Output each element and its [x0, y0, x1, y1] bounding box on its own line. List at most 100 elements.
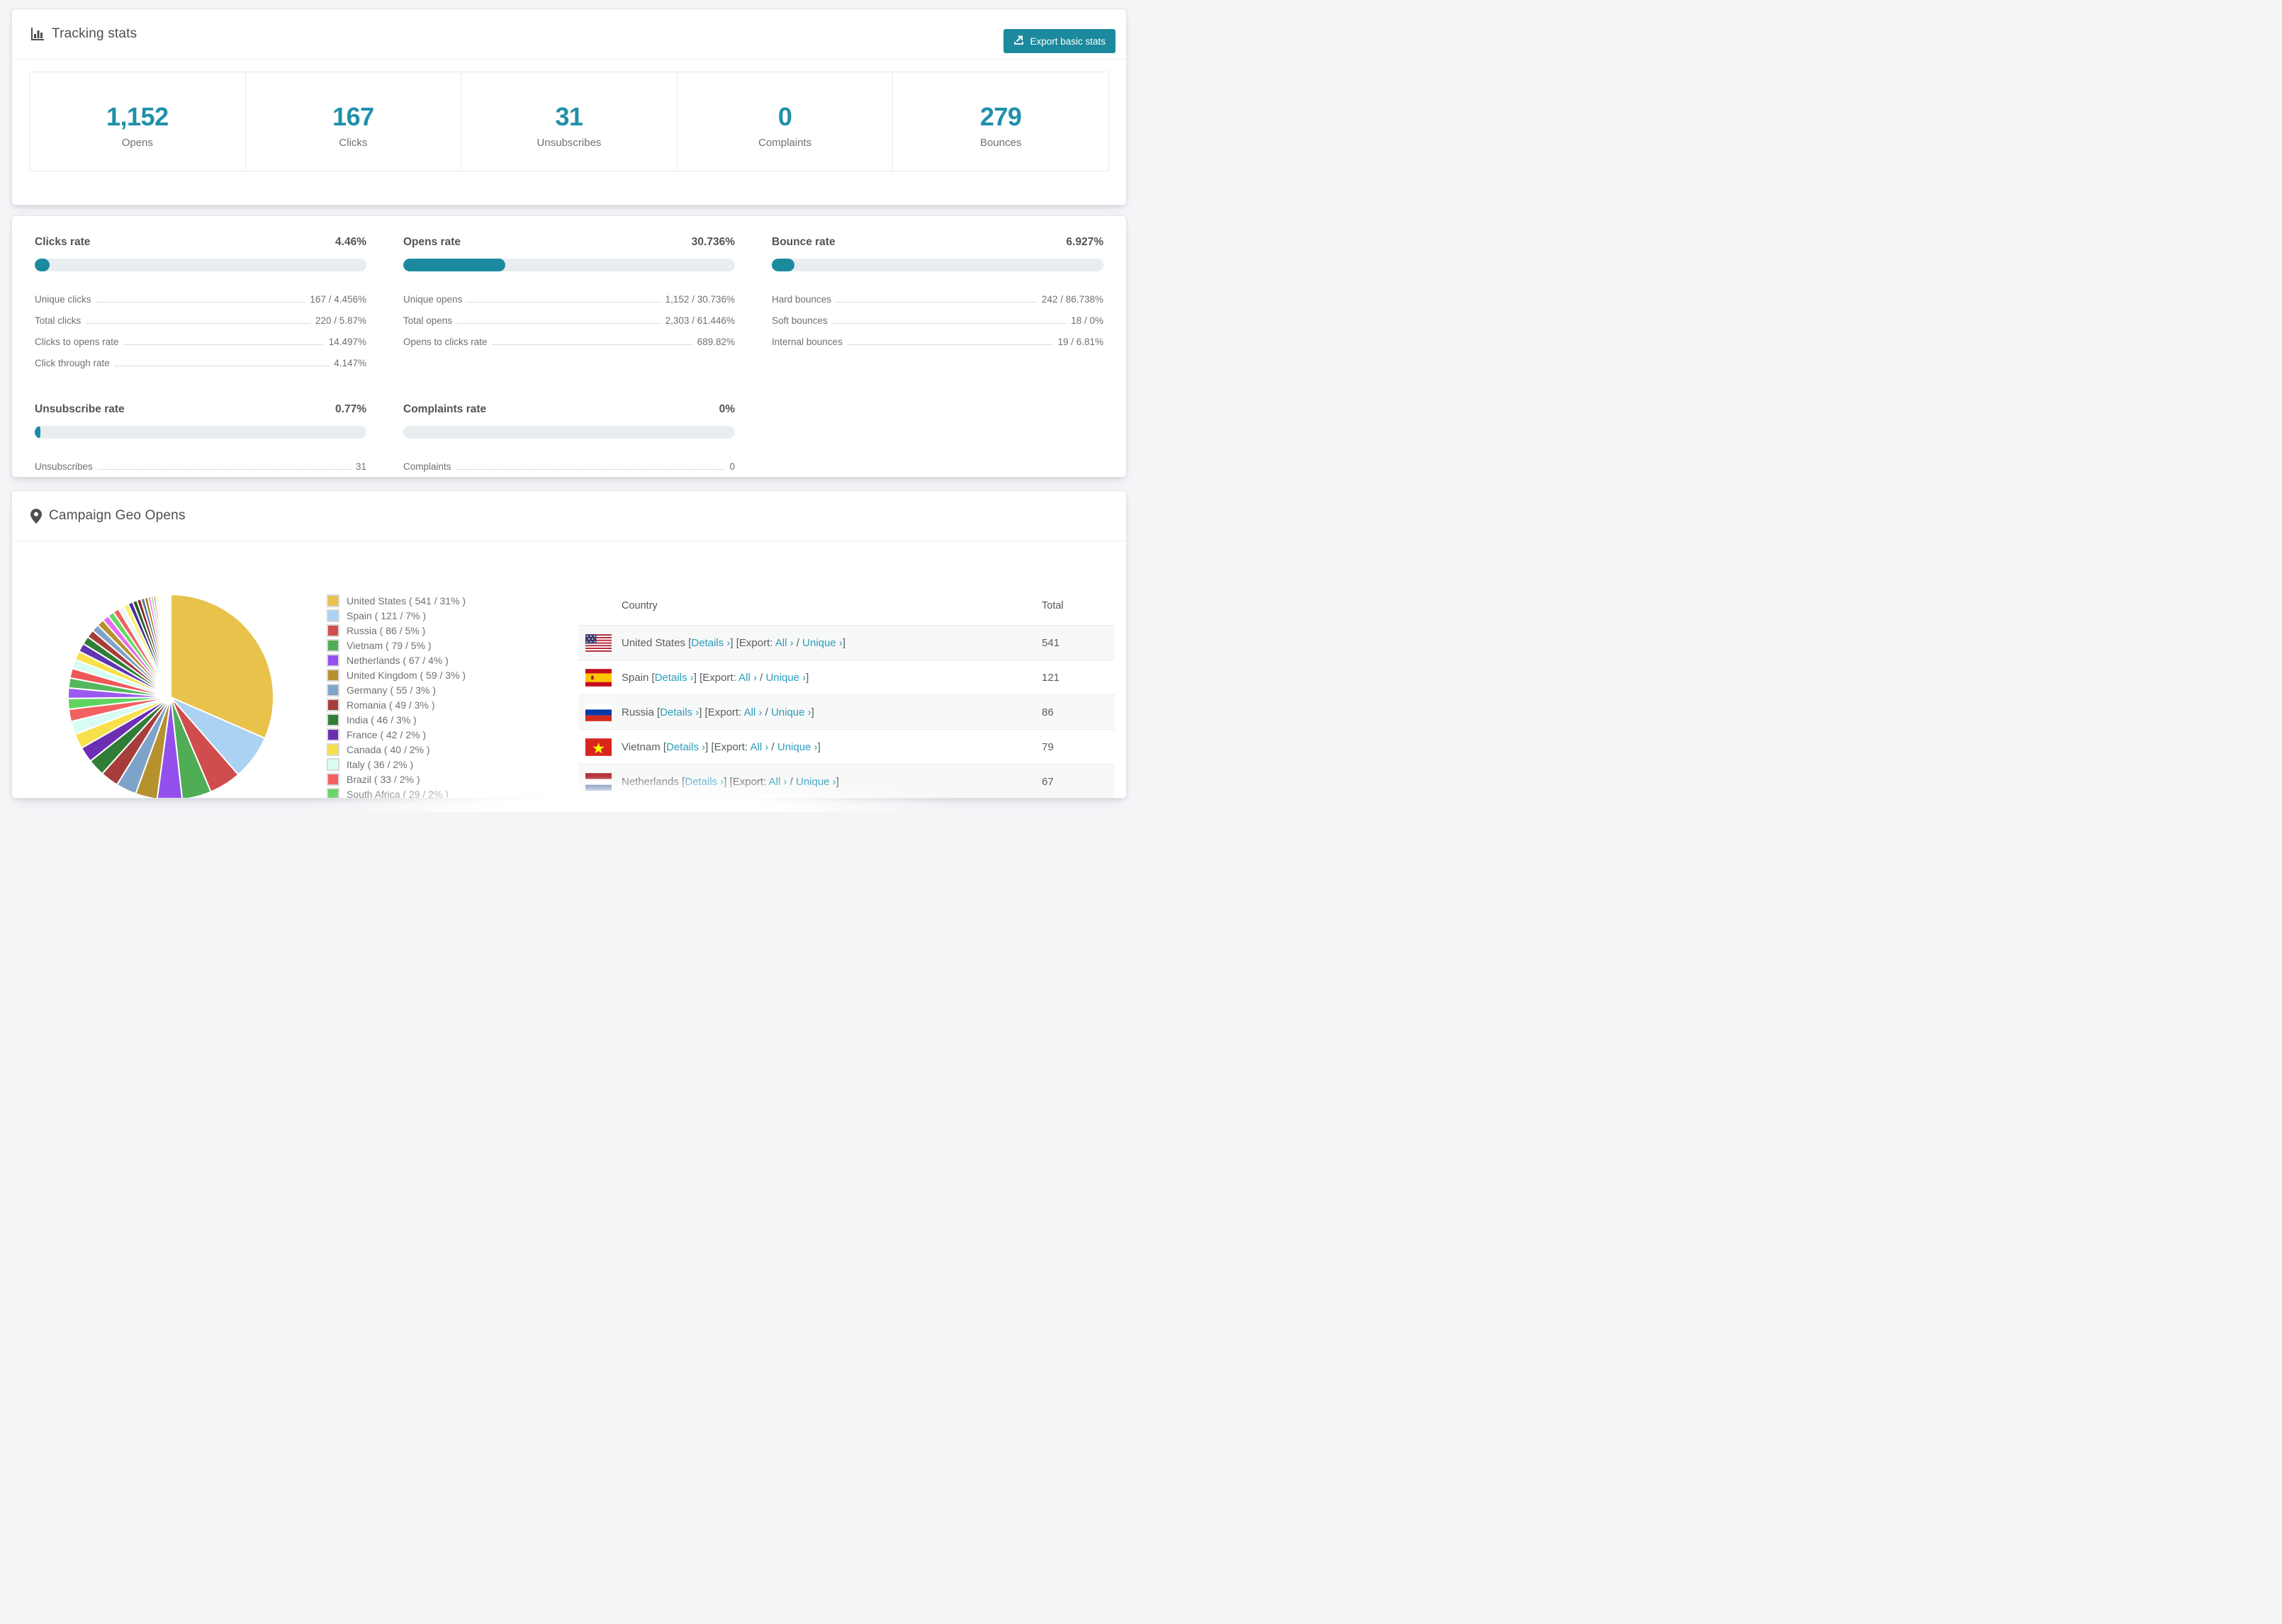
- geo-opens-pie-chart[interactable]: [66, 592, 276, 799]
- rate-row: Soft bounces 18 / 0%: [772, 310, 1103, 331]
- legend-swatch: [327, 743, 339, 756]
- legend-item-br[interactable]: Brazil ( 33 / 2% ): [327, 772, 466, 786]
- export-unique-link[interactable]: Unique ›: [777, 740, 818, 753]
- legend-swatch: [327, 653, 339, 667]
- geo-table-row-us: United States [Details ›] [Export: All ›…: [578, 625, 1115, 660]
- rate-row-value: 689.82%: [697, 336, 735, 347]
- rate-title: Opens rate: [403, 236, 461, 248]
- legend-item-fr[interactable]: France ( 42 / 2% ): [327, 727, 466, 742]
- legend-label: Romania ( 49 / 3% ): [347, 699, 435, 711]
- stat-label: Unsubscribes: [536, 136, 602, 149]
- dotted-leader: [457, 322, 661, 324]
- dotted-leader: [492, 344, 692, 345]
- details-link[interactable]: Details ›: [654, 671, 694, 684]
- flag-vn-icon: [585, 738, 612, 756]
- export-unique-link[interactable]: Unique ›: [765, 671, 806, 684]
- legend-label: Canada ( 40 / 2% ): [347, 743, 430, 755]
- pie-slice-united-states[interactable]: [170, 593, 274, 740]
- details-link[interactable]: Details ›: [660, 706, 699, 718]
- legend-item-us[interactable]: United States ( 541 / 31% ): [327, 593, 466, 608]
- legend-swatch: [327, 683, 339, 697]
- country-total: 86: [1042, 706, 1054, 718]
- legend-item-ru[interactable]: Russia ( 86 / 5% ): [327, 623, 466, 638]
- rate-title: Bounce rate: [772, 236, 836, 248]
- pie-slice-vietnam[interactable]: [170, 697, 212, 799]
- rate-value: 30.736%: [691, 236, 735, 248]
- legend-swatch: [327, 772, 339, 786]
- stat-box-clicks: 167 Clicks: [244, 72, 461, 171]
- export-all-link[interactable]: All ›: [768, 775, 787, 788]
- legend-swatch: [327, 624, 339, 637]
- rate-row: Unique clicks 167 / 4.456%: [35, 288, 366, 310]
- total-column-header: Total: [1042, 600, 1064, 611]
- legend-item-za[interactable]: South Africa ( 29 / 2% ): [327, 786, 466, 799]
- country-name: United States: [622, 636, 686, 649]
- geo-table-header-row: Country Total: [578, 587, 1115, 625]
- pie-slice-netherlands[interactable]: [156, 697, 183, 799]
- rate-progress-track: [35, 259, 366, 271]
- rate-title: Complaints rate: [403, 403, 487, 415]
- export-all-link[interactable]: All ›: [775, 636, 794, 649]
- legend-item-it[interactable]: Italy ( 36 / 2% ): [327, 757, 466, 772]
- rate-value: 0%: [719, 403, 735, 415]
- pie-slice-other[interactable]: [169, 593, 172, 698]
- geo-opens-card: Campaign Geo Opens United States ( 541 /…: [11, 490, 1127, 799]
- legend-item-de[interactable]: Germany ( 55 / 3% ): [327, 682, 466, 697]
- legend-item-ro[interactable]: Romania ( 49 / 3% ): [327, 697, 466, 712]
- details-link[interactable]: Details ›: [666, 740, 706, 753]
- legend-item-gb[interactable]: United Kingdom ( 59 / 3% ): [327, 667, 466, 682]
- legend-item-in[interactable]: India ( 46 / 3% ): [327, 712, 466, 727]
- geo-table-body: United States [Details ›] [Export: All ›…: [578, 625, 1115, 798]
- rate-row-label: Hard bounces: [772, 293, 832, 305]
- export-all-link[interactable]: All ›: [750, 740, 769, 753]
- rate-row-label: Unsubscribes: [35, 461, 93, 472]
- stat-label: Opens: [121, 136, 153, 149]
- geo-table-row-es: Spain [Details ›] [Export: All › / Uniqu…: [578, 660, 1115, 694]
- rate-row-label: Soft bounces: [772, 315, 828, 326]
- export-all-link[interactable]: All ›: [738, 671, 757, 684]
- flag-us-icon: [585, 633, 612, 652]
- legend-swatch: [327, 728, 339, 741]
- stat-label: Complaints: [758, 136, 812, 149]
- legend-swatch: [327, 787, 339, 798]
- tracking-stats-title-text: Tracking stats: [52, 26, 137, 41]
- rate-progress-fill: [35, 259, 50, 271]
- rates-card: Clicks rate 4.46% Unique clicks 167 / 4.…: [11, 215, 1127, 478]
- export-icon: [1013, 35, 1024, 47]
- legend-item-es[interactable]: Spain ( 121 / 7% ): [327, 608, 466, 623]
- rate-row-label: Complaints: [403, 461, 451, 472]
- stats-row: 1,152 Opens 167 Clicks 31 Unsubscribes 0 Co…: [29, 72, 1109, 171]
- rate-row-label: Total clicks: [35, 315, 82, 326]
- legend-label: South Africa ( 29 / 2% ): [347, 788, 449, 799]
- export-all-link[interactable]: All ›: [743, 706, 763, 718]
- legend-label: Vietnam ( 79 / 5% ): [347, 639, 432, 651]
- dotted-leader: [832, 322, 1067, 324]
- export-basic-stats-button[interactable]: Export basic stats: [1004, 29, 1115, 53]
- rate-row: Opens to clicks rate 689.82%: [403, 331, 735, 352]
- rate-row-value: 31: [355, 461, 366, 472]
- rate-row: Hard bounces 242 / 86.738%: [772, 288, 1103, 310]
- rate-panel-unsubscribe-rate: Unsubscribe rate 0.77% Unsubscribes 31: [35, 403, 366, 477]
- legend-swatch: [327, 757, 339, 771]
- export-unique-link[interactable]: Unique ›: [795, 775, 836, 788]
- legend-item-vn[interactable]: Vietnam ( 79 / 5% ): [327, 638, 466, 653]
- rate-progress-track: [772, 259, 1103, 271]
- legend-label: France ( 42 / 2% ): [347, 728, 427, 740]
- export-unique-link[interactable]: Unique ›: [802, 636, 843, 649]
- rate-panel-bounce-rate: Bounce rate 6.927% Hard bounces 242 / 86…: [772, 236, 1103, 373]
- details-link[interactable]: Details ›: [691, 636, 731, 649]
- details-link[interactable]: Details ›: [685, 775, 724, 788]
- legend-label: Spain ( 121 / 7% ): [347, 609, 427, 621]
- rate-row: Internal bounces 19 / 6.81%: [772, 331, 1103, 352]
- flag-nl-icon: [585, 772, 612, 791]
- export-unique-link[interactable]: Unique ›: [770, 706, 811, 718]
- legend-item-ca[interactable]: Canada ( 40 / 2% ): [327, 742, 466, 757]
- rate-row-value: 167 / 4.456%: [310, 293, 366, 305]
- geo-opens-content: United States ( 541 / 31% ) Spain ( 121 …: [12, 541, 1126, 799]
- map-pin-icon: [30, 508, 42, 524]
- rate-title: Clicks rate: [35, 236, 91, 248]
- country-total: 67: [1042, 775, 1054, 788]
- country-total: 121: [1042, 671, 1060, 684]
- rate-row: Unique opens 1,152 / 30.736%: [403, 288, 735, 310]
- legend-item-nl[interactable]: Netherlands ( 67 / 4% ): [327, 653, 466, 667]
